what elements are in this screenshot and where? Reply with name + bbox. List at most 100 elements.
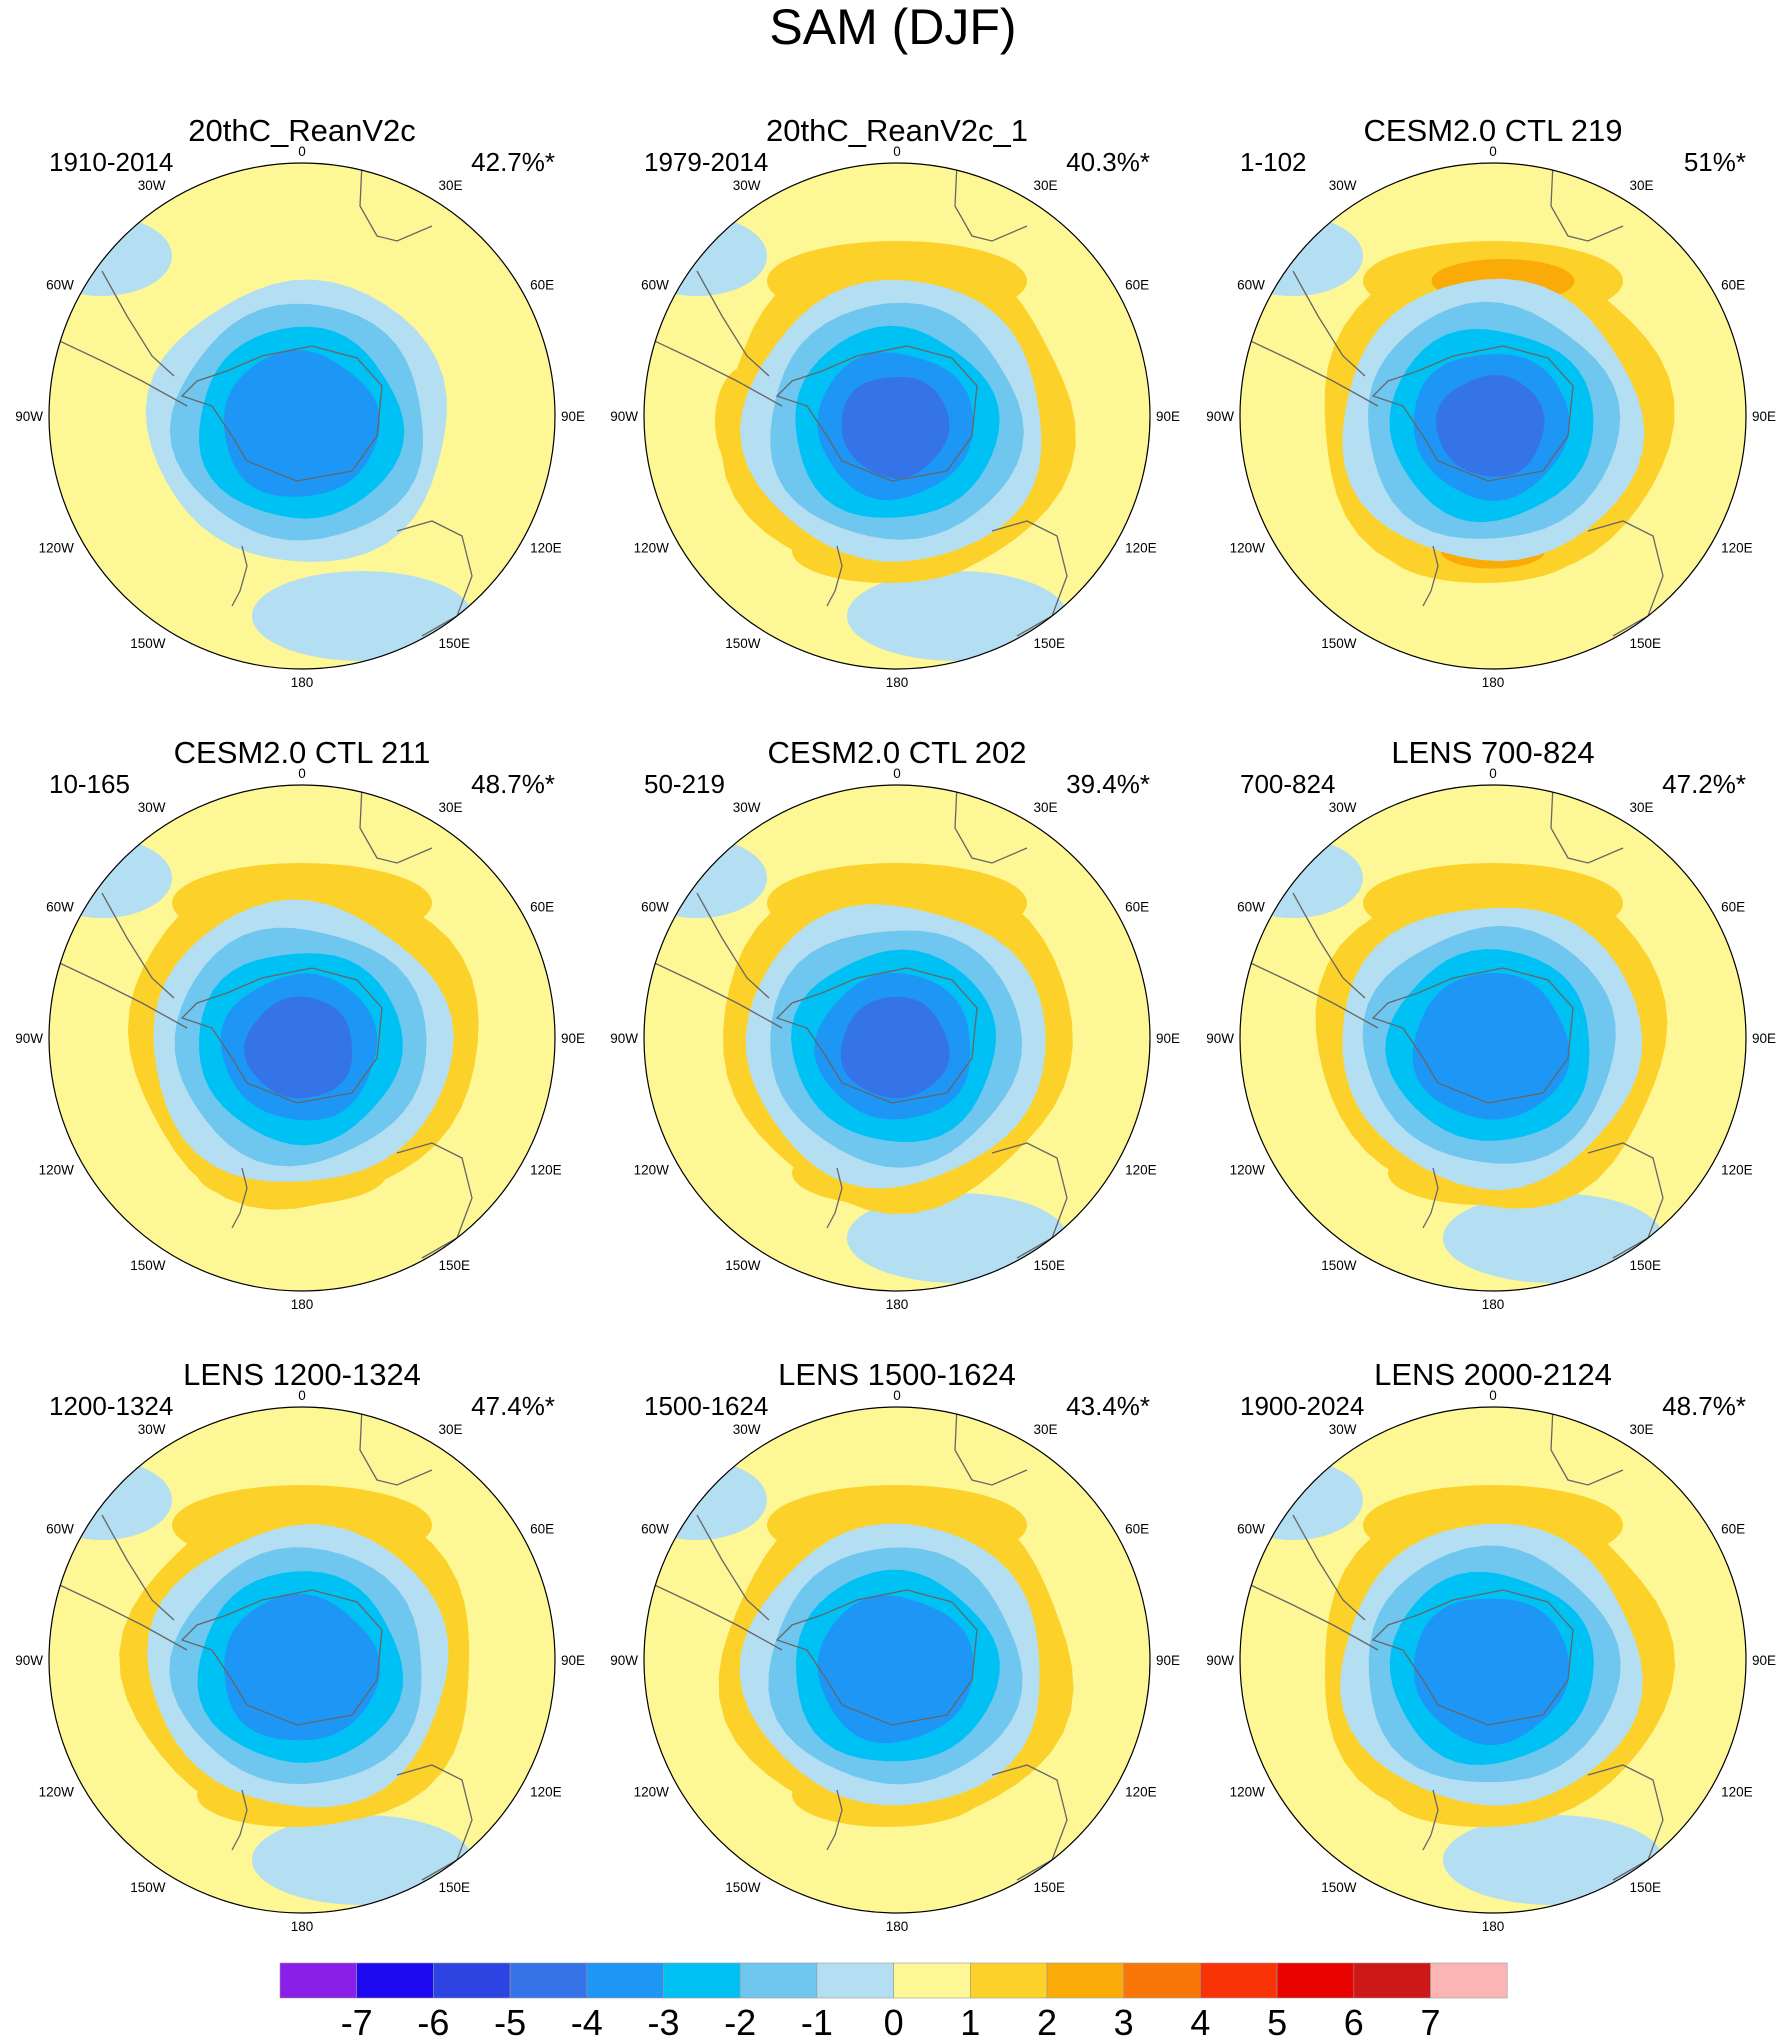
longitude-label: 60W	[1237, 900, 1265, 915]
longitude-label: 120W	[39, 1163, 75, 1178]
south-america-coastline	[1240, 892, 1379, 1029]
longitude-label: 90W	[15, 1031, 43, 1046]
antarctica-coastline	[1371, 967, 1574, 1104]
longitude-label: 0	[1489, 1388, 1497, 1403]
longitude-label: 180	[1482, 1297, 1505, 1312]
longitude-label: 150W	[130, 1880, 166, 1895]
negative-anomaly-patch	[847, 571, 1067, 661]
colorbar-swatch	[969, 1962, 1048, 1999]
south-america-coastline	[1240, 270, 1379, 407]
longitude-label: 0	[298, 144, 306, 159]
coastlines	[49, 1407, 473, 1881]
panel-title: CESM2.0 CTL 219	[1363, 113, 1622, 148]
longitude-label: 60E	[530, 278, 554, 293]
africa-coastline	[954, 1407, 1028, 1486]
colorbar: -7 -6 -5 -4 -3 -2 -1 0 1 2 3 4 5 6 7	[279, 1962, 1508, 2042]
south-america-coastline	[644, 1514, 783, 1651]
panel-title: CESM2.0 CTL 211	[174, 735, 431, 770]
contour-field	[49, 163, 555, 669]
coastlines	[49, 163, 473, 637]
panel-period: 1200-1324	[49, 1391, 173, 1421]
longitude-label: 150E	[1630, 1880, 1662, 1895]
longitude-label: 30W	[1329, 800, 1357, 815]
map-panel: 20thC_ReanV2c 1910-2014 42.7%* 0 30E 60E 90E 12…	[15, 113, 585, 690]
longitude-label: 120E	[1125, 541, 1157, 556]
panel-period: 1500-1624	[644, 1391, 768, 1421]
longitude-label: 120W	[634, 1163, 670, 1178]
longitude-label: 30W	[733, 1422, 761, 1437]
longitude-label: 90E	[1156, 1653, 1180, 1668]
panel-title: LENS 1200-1324	[183, 1357, 421, 1392]
longitude-label: 120W	[1230, 1163, 1266, 1178]
contour-field	[49, 785, 555, 1291]
longitude-label: 150W	[1321, 1258, 1357, 1273]
longitude-label: 150W	[1321, 1880, 1357, 1895]
coastlines	[49, 785, 473, 1259]
africa-coastline	[359, 163, 433, 242]
panel-explained-variance: 47.4%*	[471, 1391, 555, 1421]
panel-period: 50-219	[644, 769, 725, 799]
longitude-label: 90E	[1156, 409, 1180, 424]
colorbar-tick-label: 0	[884, 2002, 904, 2042]
panel-explained-variance: 39.4%*	[1066, 769, 1150, 799]
longitude-label: 60W	[46, 1522, 74, 1537]
new-zealand-coastline	[231, 1167, 248, 1229]
map-panels: 20thC_ReanV2c 1910-2014 42.7%* 0 30E 60E 90E 12…	[15, 113, 1776, 1934]
south-america-coastline	[644, 892, 783, 1029]
longitude-label: 30E	[439, 800, 463, 815]
longitude-label: 90W	[15, 409, 43, 424]
map-border	[643, 784, 1151, 1292]
colorbar-tick-label: 2	[1037, 2002, 1057, 2042]
new-zealand-coastline	[826, 1167, 843, 1229]
longitude-label: 60E	[1721, 1522, 1745, 1537]
longitude-label: 60E	[1721, 278, 1745, 293]
map-panel: LENS 2000-2124 1900-2024 48.7%* 0 30E 60E 90E 1…	[1206, 1357, 1776, 1934]
longitude-label: 60E	[1125, 278, 1149, 293]
colorbar-swatch	[1353, 1962, 1431, 1999]
longitude-label: 150E	[1034, 1880, 1066, 1895]
colorbar-tick-label: 4	[1190, 2002, 1210, 2042]
new-zealand-coastline	[1422, 545, 1439, 607]
colorbar-tick-label: 6	[1344, 2002, 1364, 2042]
australia-coastline	[1587, 1764, 1664, 1881]
map-panel: LENS 1500-1624 1500-1624 43.4%* 0 30E 60E 90E 1…	[610, 1357, 1180, 1934]
longitude-label: 60E	[530, 1522, 554, 1537]
new-zealand-coastline	[1422, 1789, 1439, 1851]
longitude-label: 120E	[1721, 1163, 1753, 1178]
panel-period: 1979-2014	[644, 147, 768, 177]
south-america-coastline	[1240, 1514, 1379, 1651]
new-zealand-coastline	[231, 545, 248, 607]
colorbar-swatch	[433, 1962, 511, 1999]
polar-low-band	[841, 376, 950, 479]
coastlines	[644, 1407, 1068, 1881]
colorbar-swatch	[279, 1962, 357, 1999]
colorbar-tick-label: -4	[571, 2002, 603, 2042]
coastlines	[1240, 1407, 1664, 1881]
colorbar-swatch	[1123, 1962, 1201, 1999]
coastlines	[644, 163, 1068, 637]
longitude-label: 60W	[1237, 278, 1265, 293]
longitude-label: 150E	[1034, 636, 1066, 651]
longitude-label: 0	[1489, 144, 1497, 159]
longitude-label: 0	[893, 766, 901, 781]
polar-low-band	[244, 996, 353, 1099]
longitude-label: 30E	[1034, 1422, 1058, 1437]
negative-anomaly-patch	[252, 571, 472, 661]
longitude-label: 60E	[1125, 1522, 1149, 1537]
longitude-label: 90W	[1206, 1653, 1234, 1668]
colorbar-tick-label: 7	[1420, 2002, 1440, 2042]
panel-period: 10-165	[49, 769, 130, 799]
longitude-label: 180	[291, 675, 314, 690]
map-border	[48, 784, 556, 1292]
longitude-label: 60W	[1237, 1522, 1265, 1537]
longitude-label: 30W	[1329, 1422, 1357, 1437]
longitude-label: 90E	[1752, 1031, 1776, 1046]
africa-coastline	[359, 1407, 433, 1486]
map-border	[1239, 1406, 1747, 1914]
longitude-label: 180	[291, 1297, 314, 1312]
longitude-label: 0	[298, 766, 306, 781]
longitude-label: 30E	[1034, 800, 1058, 815]
antarctica-coastline	[775, 967, 978, 1104]
panel-explained-variance: 48.7%*	[471, 769, 555, 799]
